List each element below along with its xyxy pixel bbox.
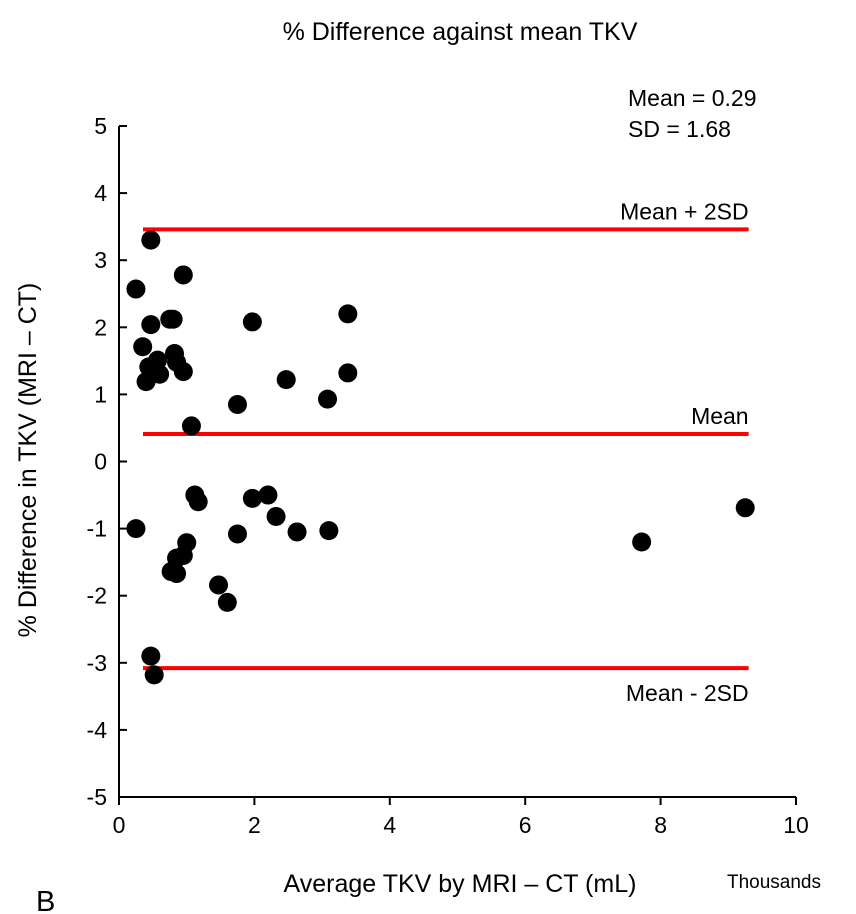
x-tick-label: 0 bbox=[113, 812, 126, 838]
data-point bbox=[276, 370, 296, 390]
data-point bbox=[173, 362, 193, 382]
data-point bbox=[181, 416, 201, 436]
y-tick-label: -2 bbox=[87, 583, 107, 609]
y-tick-label: 5 bbox=[94, 113, 107, 139]
data-point bbox=[133, 337, 153, 357]
data-point bbox=[150, 364, 170, 384]
y-axis-ticks: -5 -4 -3 -2 -1 0 1 2 3 4 5 bbox=[87, 113, 127, 810]
data-point bbox=[217, 592, 237, 612]
y-tick-label: 0 bbox=[94, 449, 107, 475]
panel-label: B bbox=[36, 886, 55, 914]
y-tick-label: 3 bbox=[94, 247, 107, 273]
y-tick-label: -4 bbox=[87, 717, 108, 743]
data-point bbox=[338, 363, 358, 383]
data-point bbox=[173, 265, 193, 285]
axes: -5 -4 -3 -2 -1 0 1 2 3 4 5 0 2 4 6 8 10 bbox=[87, 113, 809, 838]
x-axis-units-label: Thousands bbox=[727, 872, 821, 893]
reference-line-label: Mean - 2SD bbox=[626, 680, 749, 706]
x-tick-label: 6 bbox=[519, 812, 532, 838]
y-tick-label: 4 bbox=[94, 180, 107, 206]
data-point bbox=[148, 350, 168, 370]
reference-line-label: Mean bbox=[691, 403, 749, 429]
y-tick-label: 2 bbox=[94, 314, 107, 340]
data-point bbox=[141, 315, 161, 335]
data-point bbox=[227, 524, 247, 544]
data-point bbox=[632, 532, 652, 552]
data-point bbox=[126, 279, 146, 299]
data-point bbox=[227, 394, 247, 414]
stat-sd-text: SD = 1.68 bbox=[628, 116, 731, 142]
data-point bbox=[318, 389, 338, 409]
data-point bbox=[287, 522, 307, 542]
data-point bbox=[338, 304, 358, 324]
y-tick-label: -1 bbox=[87, 516, 107, 542]
data-point bbox=[144, 665, 164, 685]
data-point bbox=[141, 230, 161, 250]
x-tick-label: 8 bbox=[654, 812, 667, 838]
x-tick-label: 10 bbox=[783, 812, 809, 838]
data-point bbox=[319, 521, 339, 541]
data-points bbox=[126, 230, 755, 685]
x-tick-label: 2 bbox=[248, 812, 261, 838]
data-point bbox=[209, 575, 229, 595]
data-point bbox=[242, 312, 262, 332]
data-point bbox=[188, 492, 208, 512]
y-tick-label: -5 bbox=[87, 784, 107, 810]
data-point bbox=[266, 507, 286, 527]
y-axis-label: % Difference in TKV (MRI – CT) bbox=[14, 283, 42, 638]
reference-lines: Mean + 2SD Mean Mean - 2SD bbox=[143, 198, 749, 706]
x-axis-label: Average TKV by MRI – CT (mL) bbox=[284, 870, 637, 898]
stat-mean-text: Mean = 0.29 bbox=[628, 85, 757, 111]
y-tick-label: 1 bbox=[94, 381, 107, 407]
data-point bbox=[242, 488, 262, 508]
x-tick-label: 4 bbox=[383, 812, 396, 838]
data-point bbox=[163, 309, 183, 329]
data-point bbox=[126, 519, 146, 539]
x-axis-ticks: 0 2 4 6 8 10 bbox=[113, 797, 809, 838]
chart-title: % Difference against mean TKV bbox=[283, 18, 638, 46]
data-point bbox=[258, 485, 278, 505]
y-tick-label: -3 bbox=[87, 650, 107, 676]
data-point bbox=[167, 564, 187, 584]
data-point bbox=[141, 646, 161, 666]
data-point bbox=[735, 498, 755, 518]
reference-line-label: Mean + 2SD bbox=[620, 198, 749, 224]
